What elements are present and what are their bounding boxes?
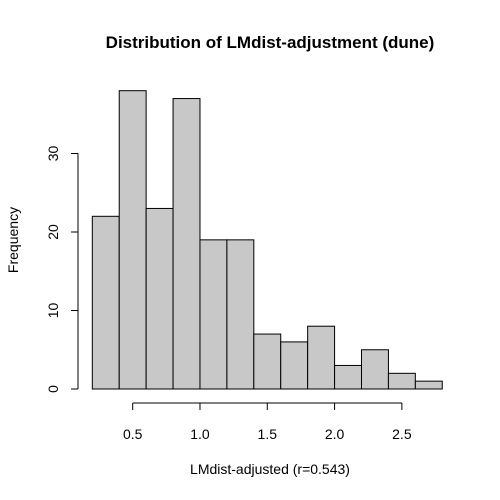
histogram-bar <box>387 372 416 390</box>
y-tick-label: 10 <box>45 303 61 319</box>
x-tick-label: 1.5 <box>258 426 278 442</box>
histogram-bar <box>145 207 174 390</box>
histogram-bar <box>334 364 362 390</box>
histogram-bar <box>118 90 147 390</box>
x-axis: 0.5 1.0 1.5 2.0 2.5 <box>123 402 412 442</box>
histogram-bar <box>414 380 443 390</box>
x-axis-label: LMdist-adjusted (r=0.543) <box>190 461 350 477</box>
y-tick-label: 30 <box>45 146 61 162</box>
histogram-bar <box>172 98 201 390</box>
histogram-bar <box>253 333 282 390</box>
y-tick-label: 0 <box>45 385 61 393</box>
y-tick-label: 20 <box>45 224 61 240</box>
histogram-bar <box>199 239 228 390</box>
x-tick-label: 0.5 <box>123 426 143 442</box>
histogram-bar <box>307 325 336 390</box>
x-tick-label: 2.0 <box>325 426 345 442</box>
histogram-bar <box>280 341 309 390</box>
histogram-bar <box>91 215 120 390</box>
histogram-bar <box>361 349 389 390</box>
x-tick-label: 1.0 <box>190 426 210 442</box>
chart-title: Distribution of LMdist-adjustment (dune) <box>106 33 435 52</box>
y-axis-label: Frequency <box>5 207 21 273</box>
y-axis: 0 10 20 30 <box>45 146 79 393</box>
histogram-bar <box>226 239 255 390</box>
bars-group <box>91 90 443 390</box>
x-tick-label: 2.5 <box>392 426 412 442</box>
